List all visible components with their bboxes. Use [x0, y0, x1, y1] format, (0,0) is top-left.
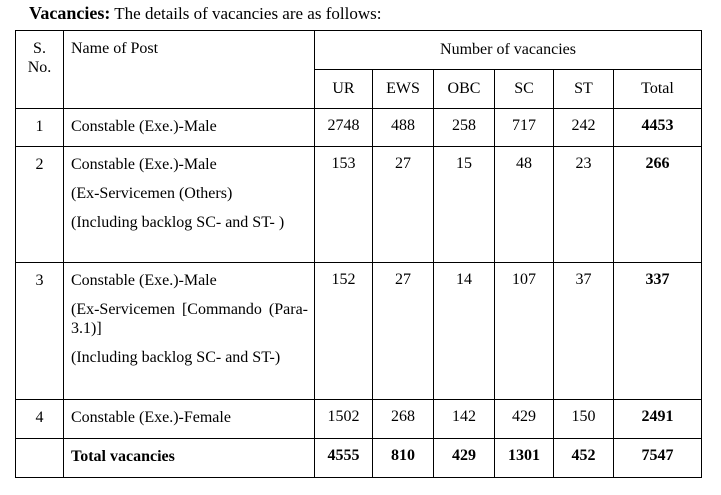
post-name-line: Constable (Exe.)-Male	[71, 156, 217, 173]
cell-ur: 2748	[314, 108, 373, 147]
cell-st: 23	[553, 146, 614, 263]
header-name-of-post: Name of Post	[63, 30, 315, 109]
cell-ur: 153	[314, 146, 373, 263]
cell-ews: 27	[372, 146, 434, 263]
heading-label: Vacancies:	[29, 3, 111, 23]
total-grand: 7547	[613, 438, 702, 478]
table-row: 3 Constable (Exe.)-Male (Ex-Servicemen […	[15, 262, 702, 400]
cell-sc: 48	[494, 146, 554, 263]
cell-st: 150	[553, 399, 614, 439]
cell-sc: 107	[494, 262, 554, 400]
cell-ur: 152	[314, 262, 373, 400]
table-row: 4 Constable (Exe.)-Female 1502 268 142 4…	[15, 399, 702, 439]
vacancies-table: S. No. Name of Post Number of vacancies …	[15, 30, 702, 478]
header-total: Total	[613, 69, 702, 109]
row-sno: 4	[15, 399, 64, 439]
post-name-line: Constable (Exe.)-Male	[71, 118, 217, 135]
cell-st: 37	[553, 262, 614, 400]
header-name-label: Name of Post	[71, 40, 159, 57]
post-name-line: (Including backlog SC- and ST- )	[71, 214, 285, 231]
cell-total: 337	[613, 262, 702, 400]
cell-sc: 429	[494, 399, 554, 439]
section-heading: Vacancies: The details of vacancies are …	[29, 3, 381, 24]
header-row-1: S. No. Name of Post Number of vacancies	[15, 30, 702, 109]
header-sc: SC	[494, 69, 554, 109]
table-row: 1 Constable (Exe.)-Male 2748 488 258 717…	[15, 108, 702, 147]
header-row-2: UR EWS OBC SC ST Total	[16, 69, 702, 109]
row-post-name: Constable (Exe.)-Female	[63, 399, 315, 439]
header-sno-line: S.	[33, 40, 46, 57]
header-sno: S. No.	[15, 30, 64, 109]
post-name-line: Constable (Exe.)-Male	[71, 272, 217, 289]
cell-total: 4453	[613, 108, 702, 147]
row-post-name: Constable (Exe.)-Male (Ex-Servicemen (Ot…	[63, 146, 315, 263]
row-sno: 1	[15, 108, 64, 147]
cell-obc: 14	[433, 262, 495, 400]
cell-sc: 717	[494, 108, 554, 147]
table-row: 2 Constable (Exe.)-Male (Ex-Servicemen (…	[15, 146, 702, 263]
cell-obc: 142	[433, 399, 495, 439]
total-sc: 1301	[494, 438, 554, 478]
post-name-line: (Including backlog SC- and ST-)	[71, 349, 281, 366]
total-row-label: Total vacancies	[63, 438, 315, 478]
post-name-line: (Ex-Servicemen [Commando (Para-3.1)]	[71, 301, 308, 337]
post-name-line: Constable (Exe.)-Female	[71, 409, 231, 426]
cell-total: 2491	[613, 399, 702, 439]
cell-ur: 1502	[314, 399, 373, 439]
cell-st: 242	[553, 108, 614, 147]
cell-ews: 27	[372, 262, 434, 400]
header-ur: UR	[314, 69, 373, 109]
header-sno-line: No.	[27, 59, 52, 76]
post-name-line: (Ex-Servicemen (Others)	[71, 185, 233, 202]
total-label-text: Total vacancies	[71, 448, 175, 465]
total-row-sno	[15, 438, 64, 478]
row-post-name: Constable (Exe.)-Male (Ex-Servicemen [Co…	[63, 262, 315, 400]
total-st: 452	[553, 438, 614, 478]
row-sno: 3	[15, 262, 64, 400]
row-sno: 2	[15, 146, 64, 263]
cell-total: 266	[613, 146, 702, 263]
cell-obc: 15	[433, 146, 495, 263]
total-row: Total vacancies 4555 810 429 1301 452 75…	[15, 438, 702, 478]
cell-ews: 268	[372, 399, 434, 439]
total-obc: 429	[433, 438, 495, 478]
row-post-name: Constable (Exe.)-Male	[63, 108, 315, 147]
header-ews: EWS	[372, 69, 434, 109]
header-st: ST	[553, 69, 614, 109]
header-obc: OBC	[433, 69, 495, 109]
total-ur: 4555	[314, 438, 373, 478]
header-number-of-vacancies: Number of vacancies	[314, 30, 702, 70]
cell-ews: 488	[372, 108, 434, 147]
heading-text: The details of vacancies are as follows:	[110, 4, 382, 23]
cell-obc: 258	[433, 108, 495, 147]
total-ews: 810	[372, 438, 434, 478]
